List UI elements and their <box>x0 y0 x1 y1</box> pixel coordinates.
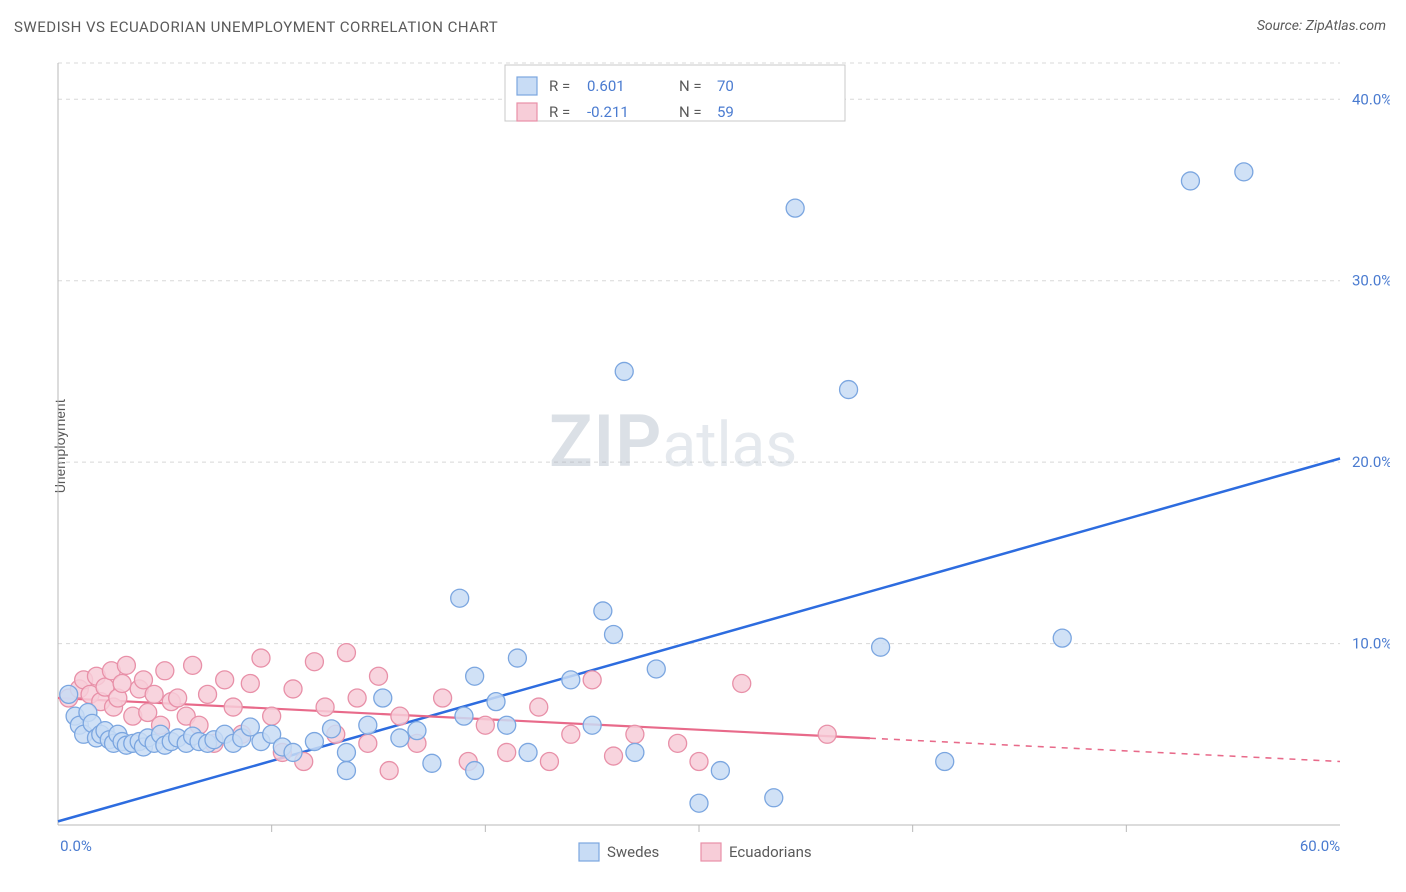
data-point <box>615 362 633 380</box>
data-point <box>711 762 729 780</box>
data-point <box>60 685 78 703</box>
data-point <box>818 725 836 743</box>
legend-n-label: N = <box>679 103 702 121</box>
data-point <box>380 762 398 780</box>
data-point <box>690 753 708 771</box>
data-point <box>786 199 804 217</box>
data-point <box>476 716 494 734</box>
data-point <box>391 707 409 725</box>
chart-container: 10.0% 20.0% 30.0% 40.0% ZIPatlas 0.0% 60.0% R =… <box>50 55 1390 865</box>
data-point <box>337 644 355 662</box>
data-point <box>647 660 665 678</box>
y-tick-label: 20.0% <box>1352 453 1390 471</box>
y-tick-label: 10.0% <box>1352 635 1390 653</box>
data-point <box>872 638 890 656</box>
legend-series-label: Ecuadorians <box>729 843 812 861</box>
data-point <box>224 698 242 716</box>
legend-n-label: N = <box>679 77 702 95</box>
data-point <box>498 716 516 734</box>
data-point <box>145 685 163 703</box>
data-point <box>284 743 302 761</box>
legend-swatch <box>517 77 537 95</box>
data-point <box>690 794 708 812</box>
data-point <box>156 662 174 680</box>
data-point <box>337 762 355 780</box>
watermark: ZIPatlas <box>549 399 797 484</box>
data-point <box>487 693 505 711</box>
legend-r-value: -0.211 <box>587 103 629 121</box>
data-point <box>1181 172 1199 190</box>
legend-r-value: 0.601 <box>587 77 625 95</box>
legend-swatch <box>579 843 599 861</box>
data-point <box>840 381 858 399</box>
scatter-chart: 10.0% 20.0% 30.0% 40.0% ZIPatlas 0.0% 60.0% R =… <box>50 55 1390 865</box>
data-point <box>936 753 954 771</box>
data-point <box>466 667 484 685</box>
data-point <box>605 747 623 765</box>
data-point <box>466 762 484 780</box>
y-tick-label: 40.0% <box>1352 90 1390 108</box>
data-point <box>626 725 644 743</box>
data-point <box>199 685 217 703</box>
data-point <box>423 754 441 772</box>
x-tick-label: 60.0% <box>1300 837 1340 855</box>
data-point <box>305 653 323 671</box>
data-point <box>305 733 323 751</box>
data-point <box>519 743 537 761</box>
data-point <box>113 674 131 692</box>
legend-swatch <box>701 843 721 861</box>
data-point <box>359 716 377 734</box>
chart-title: SWEDISH VS ECUADORIAN UNEMPLOYMENT CORRE… <box>14 18 498 36</box>
data-point <box>348 689 366 707</box>
legend-n-value: 59 <box>717 103 734 121</box>
data-point <box>733 674 751 692</box>
data-point <box>455 707 473 725</box>
x-tick-label: 0.0% <box>60 837 92 855</box>
legend-series-label: Swedes <box>607 843 659 861</box>
data-point <box>284 680 302 698</box>
source-label: Source: ZipAtlas.com <box>1257 18 1386 34</box>
data-point <box>322 720 340 738</box>
data-point <box>626 743 644 761</box>
data-point <box>498 743 516 761</box>
data-point <box>540 753 558 771</box>
data-point <box>169 689 187 707</box>
legend-swatch <box>517 103 537 121</box>
data-point <box>562 671 580 689</box>
data-point <box>451 589 469 607</box>
data-point <box>508 649 526 667</box>
data-point <box>408 722 426 740</box>
data-point <box>374 689 392 707</box>
data-point <box>337 743 355 761</box>
data-point <box>316 698 334 716</box>
data-point <box>216 671 234 689</box>
data-point <box>241 674 259 692</box>
data-point <box>562 725 580 743</box>
data-point <box>117 656 135 674</box>
legend-n-value: 70 <box>717 77 734 95</box>
data-point <box>583 716 601 734</box>
data-point <box>252 649 270 667</box>
data-point <box>263 707 281 725</box>
data-point <box>765 789 783 807</box>
data-point <box>184 656 202 674</box>
data-point <box>530 698 548 716</box>
y-tick-label: 30.0% <box>1352 272 1390 290</box>
data-point <box>1235 163 1253 181</box>
data-point <box>583 671 601 689</box>
data-point <box>391 729 409 747</box>
data-point <box>370 667 388 685</box>
data-point <box>1053 629 1071 647</box>
legend-r-label: R = <box>549 77 570 95</box>
data-point <box>434 689 452 707</box>
data-point <box>605 626 623 644</box>
data-point <box>669 734 687 752</box>
data-point <box>594 602 612 620</box>
legend-r-label: R = <box>549 103 570 121</box>
data-point <box>359 734 377 752</box>
